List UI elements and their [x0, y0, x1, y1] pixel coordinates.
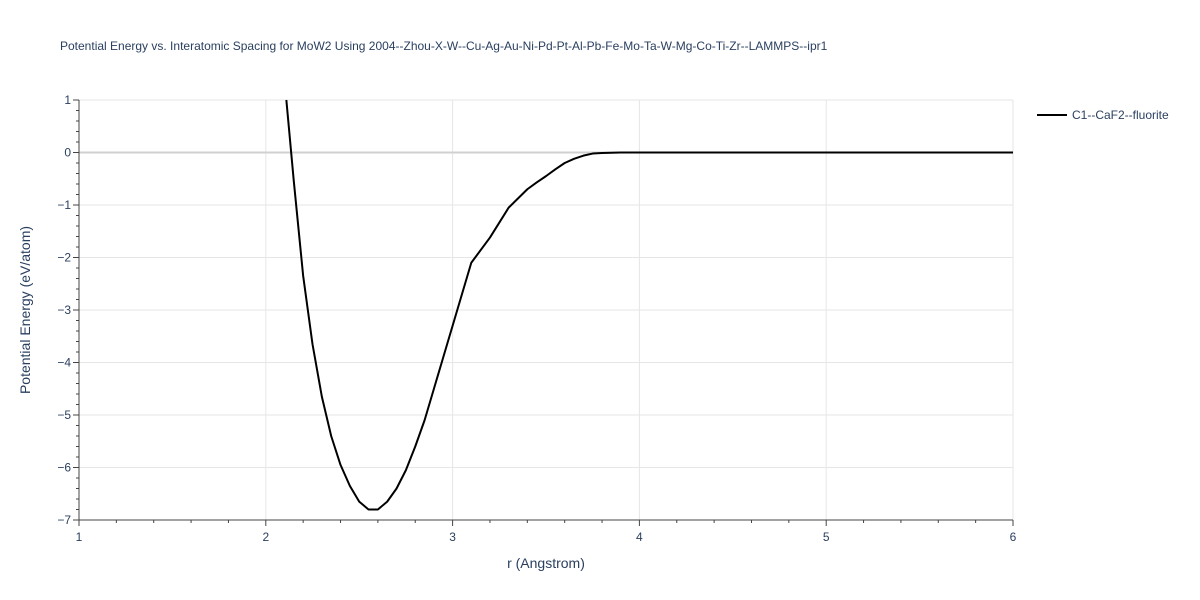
y-tick-label: −4 [57, 356, 71, 370]
y-tick-label: 1 [64, 93, 71, 107]
y-axis-title: Potential Energy (eV/atom) [17, 226, 33, 394]
legend-label: C1--CaF2--fluorite [1072, 108, 1169, 122]
y-tick-label: −7 [57, 513, 71, 527]
series-line [285, 99, 1013, 511]
x-tick-label: 5 [823, 530, 830, 544]
legend-item[interactable]: C1--CaF2--fluorite [1037, 108, 1169, 122]
plot-area [285, 99, 1013, 511]
y-tick-label: −3 [57, 303, 71, 317]
x-tick-label: 2 [262, 530, 269, 544]
y-tick-label: −5 [57, 408, 71, 422]
y-axis: 1 0 −1 −2 −3 −4 −5 −6 −7 [57, 93, 80, 527]
x-tick-label: 6 [1010, 530, 1017, 544]
x-tick-label: 3 [449, 530, 456, 544]
y-tick-label: 0 [64, 146, 71, 160]
grid [79, 99, 1014, 520]
y-tick-label: −6 [57, 461, 71, 475]
x-axis-title: r (Angstrom) [507, 555, 585, 571]
x-axis: 1 2 3 4 5 6 [76, 519, 1017, 544]
x-tick-label: 4 [636, 530, 643, 544]
x-tick-label: 1 [76, 530, 83, 544]
y-tick-label: −2 [57, 251, 71, 265]
chart-title: Potential Energy vs. Interatomic Spacing… [60, 39, 828, 53]
y-tick-label: −1 [57, 198, 71, 212]
legend[interactable]: C1--CaF2--fluorite [1037, 108, 1169, 122]
